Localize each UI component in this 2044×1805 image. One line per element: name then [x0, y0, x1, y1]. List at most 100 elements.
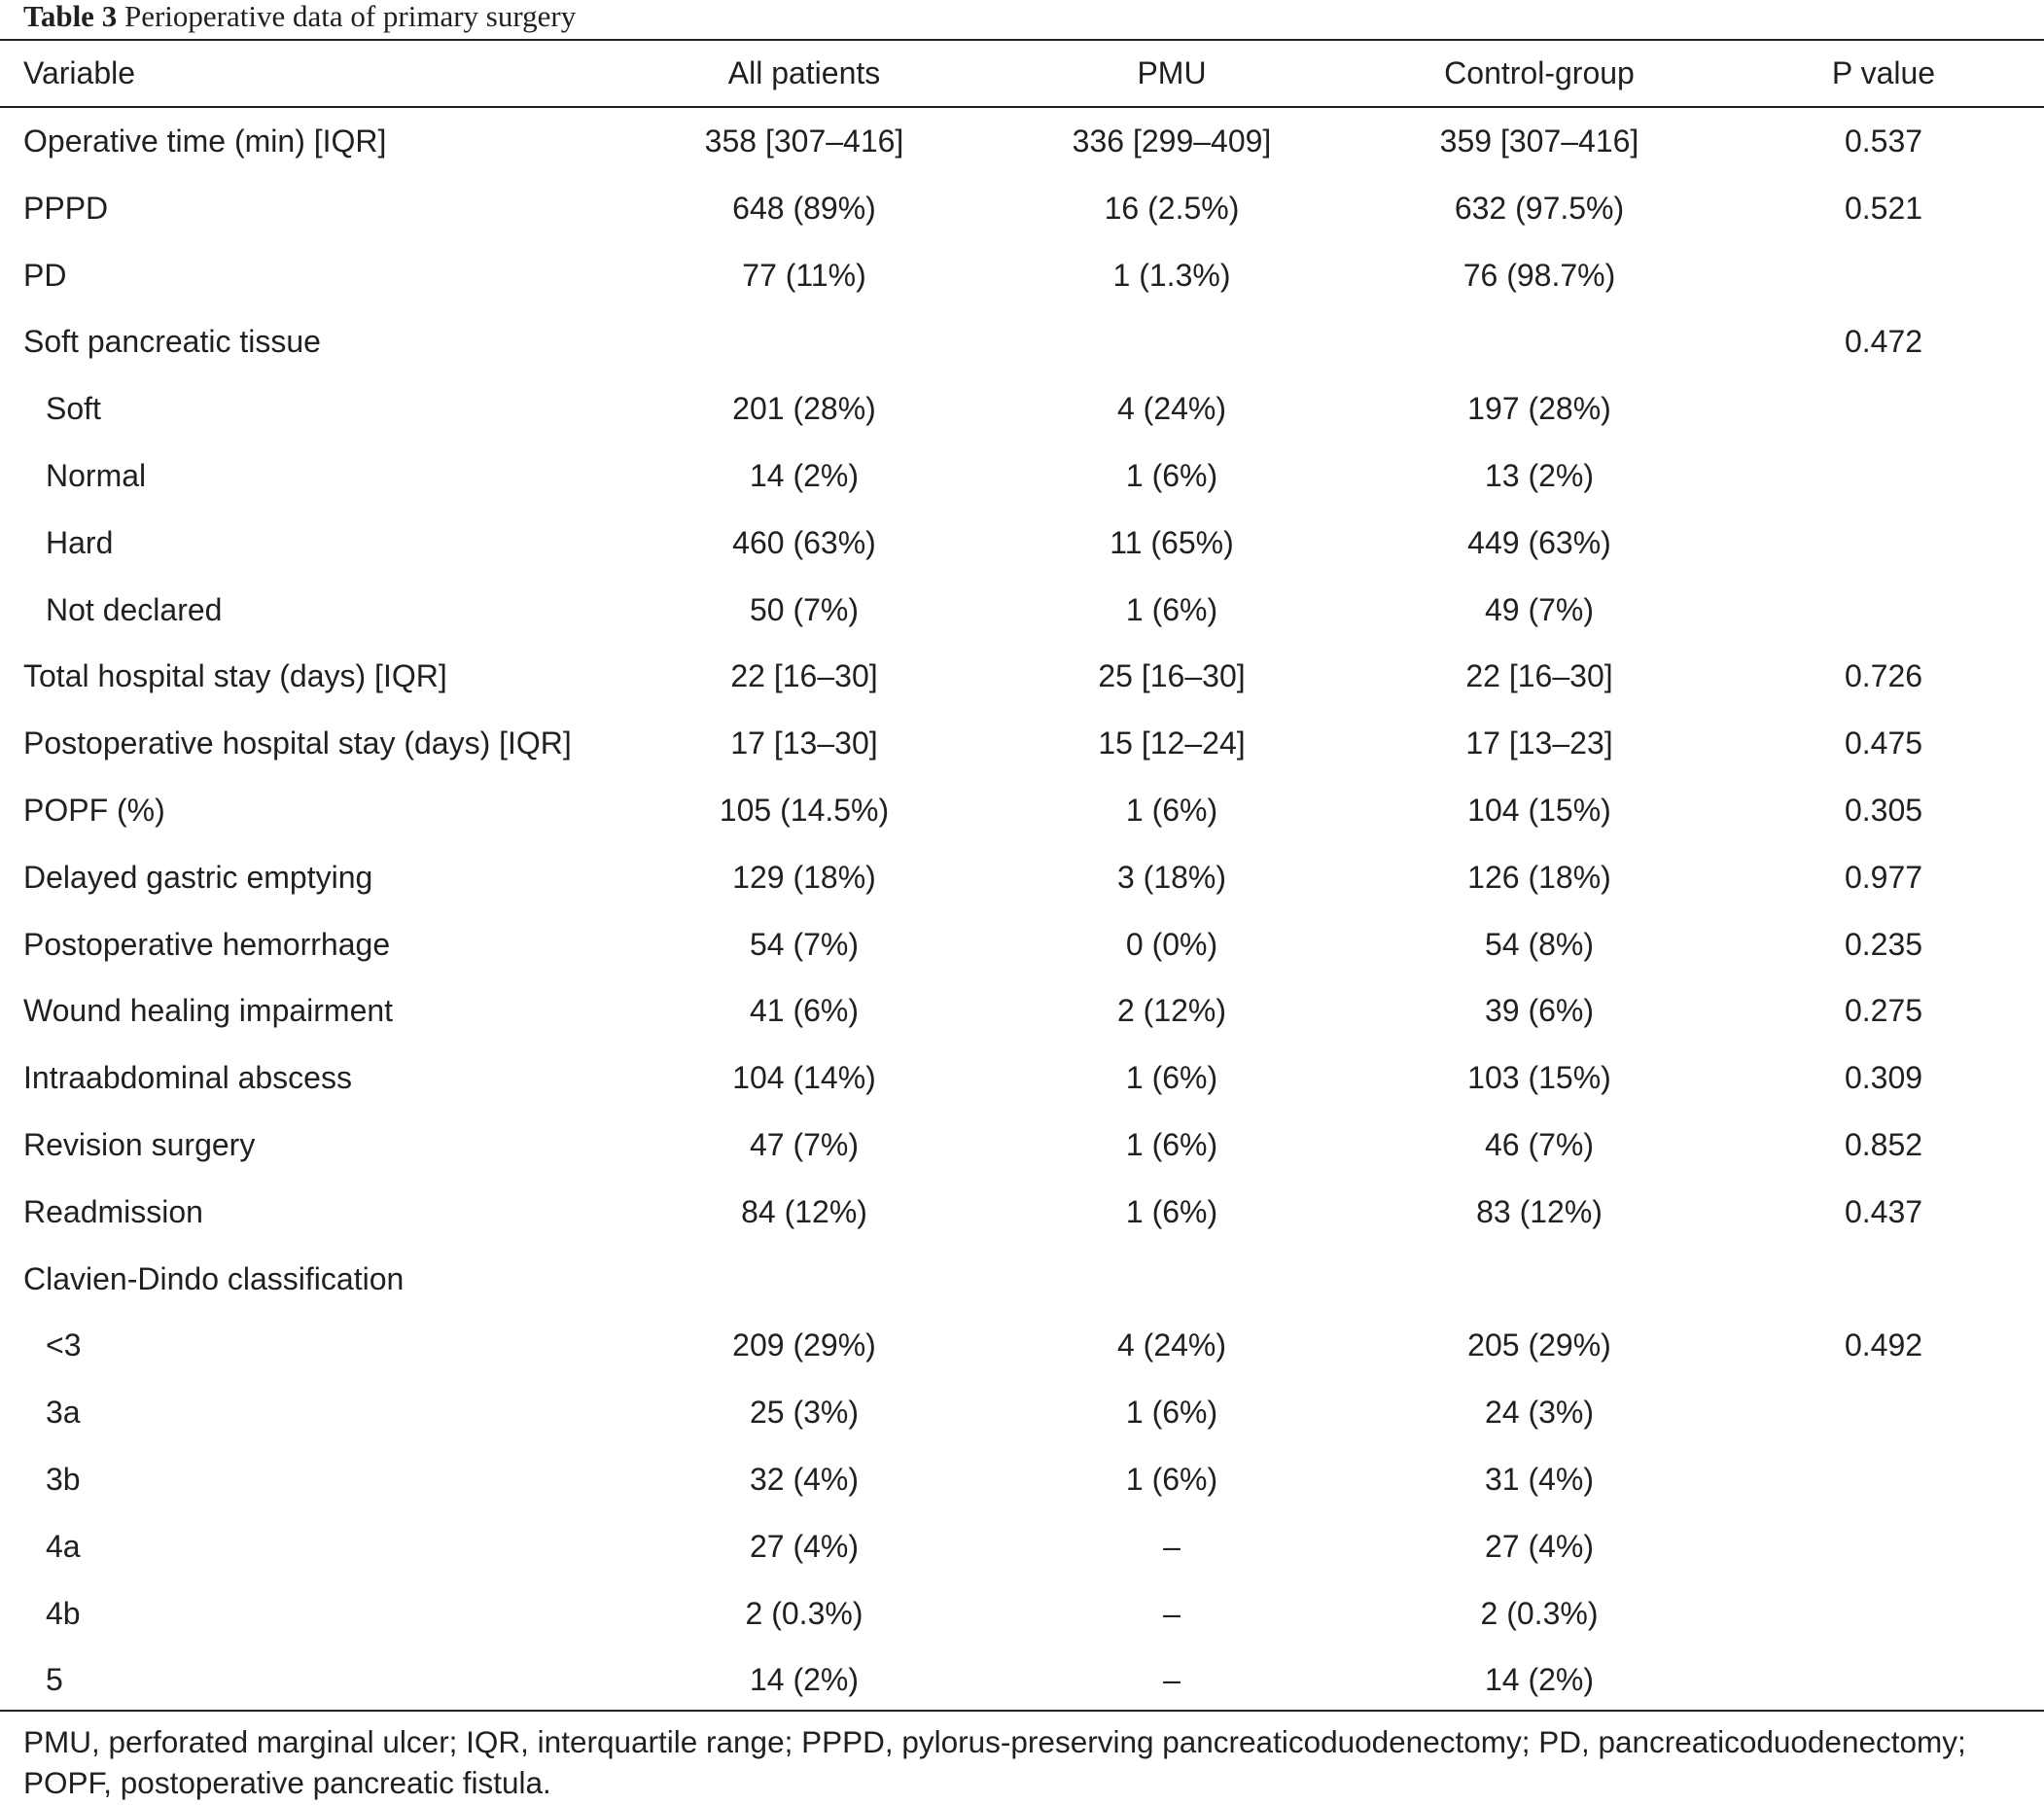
- pmu-value: 4 (24%): [1116, 1327, 1227, 1363]
- control-group-value: 104 (15%): [1467, 792, 1611, 828]
- row-label: Delayed gastric emptying: [23, 859, 373, 895]
- table-row: Delayed gastric emptying 129 (18%) 3 (18%)…: [0, 844, 2044, 911]
- pmu-value: –: [1163, 1595, 1181, 1631]
- all-patients-value: 54 (7%): [749, 926, 860, 962]
- row-label: Total hospital stay (days) [IQR]: [23, 658, 447, 694]
- row-label: Hard: [46, 524, 114, 560]
- control-group-value: 31 (4%): [1484, 1461, 1595, 1497]
- row-label: Operative time (min) [IQR]: [23, 124, 387, 159]
- control-group-value: 632 (97.5%): [1454, 190, 1625, 226]
- all-patients-value: 2 (0.3%): [745, 1595, 863, 1631]
- control-group-value: 27 (4%): [1484, 1528, 1595, 1564]
- row-label: Intraabdominal abscess: [23, 1060, 352, 1096]
- pmu-value: 1 (6%): [1125, 1461, 1218, 1497]
- data-table: Variable All patients PMU Control-group …: [0, 41, 2044, 1697]
- pmu-value: 0 (0%): [1125, 926, 1218, 962]
- p-value: 0.977: [1844, 859, 1923, 895]
- control-group-value: 46 (7%): [1484, 1126, 1595, 1162]
- all-patients-value: 17 [13–30]: [730, 726, 878, 761]
- control-group-value: 24 (3%): [1484, 1395, 1595, 1431]
- row-label: Revision surgery: [23, 1126, 256, 1162]
- p-value: 0.472: [1844, 324, 1923, 360]
- table-title: Perioperative data of primary surgery: [123, 0, 577, 33]
- control-group-value: 359 [307–416]: [1439, 124, 1639, 159]
- row-label: Readmission: [23, 1193, 203, 1229]
- control-group-value: 17 [13–23]: [1465, 726, 1613, 761]
- all-patients-value: 50 (7%): [749, 591, 860, 627]
- pmu-value: 15 [12–24]: [1098, 726, 1246, 761]
- table-row: Clavien-Dindo classification: [0, 1246, 2044, 1313]
- table-caption: Table 3 Perioperative data of primary su…: [23, 0, 576, 39]
- control-group-value: 39 (6%): [1484, 993, 1595, 1029]
- table-row: Readmission 84 (12%) 1 (6%) 83 (12%) 0.437: [0, 1179, 2044, 1246]
- all-patients-value: 209 (29%): [732, 1327, 876, 1363]
- table-body: Operative time (min) [IQR] 358 [307–416] 3…: [0, 108, 2044, 1714]
- p-value: 0.437: [1844, 1193, 1923, 1229]
- table-row: PPPD 648 (89%) 16 (2.5%) 632 (97.5%) 0.521: [0, 175, 2044, 242]
- control-group-value: 13 (2%): [1484, 457, 1595, 493]
- all-patients-value: 41 (6%): [749, 993, 860, 1029]
- column-header-pmu: PMU: [1137, 55, 1207, 90]
- table-row: Normal 14 (2%) 1 (6%) 13 (2%): [0, 442, 2044, 510]
- table-row: <3 209 (29%) 4 (24%) 205 (29%) 0.492: [0, 1312, 2044, 1379]
- pmu-value: 1 (6%): [1125, 591, 1218, 627]
- p-value: 0.309: [1844, 1060, 1923, 1096]
- p-value: 0.305: [1844, 792, 1923, 828]
- control-group-value: 54 (8%): [1484, 926, 1595, 962]
- row-label: 4b: [46, 1595, 81, 1631]
- row-label: Soft pancreatic tissue: [23, 324, 321, 360]
- p-value: 0.492: [1844, 1327, 1923, 1363]
- all-patients-value: 47 (7%): [749, 1126, 860, 1162]
- row-label: <3: [46, 1327, 82, 1363]
- pmu-value: 11 (65%): [1110, 524, 1234, 560]
- row-label: Normal: [46, 457, 147, 493]
- control-group-value: 449 (63%): [1467, 524, 1611, 560]
- row-label: 5: [46, 1662, 63, 1698]
- row-label: PD: [23, 257, 67, 293]
- bottom-rule: [0, 1710, 2044, 1712]
- table-row: Soft 201 (28%) 4 (24%) 197 (28%): [0, 375, 2044, 442]
- row-label: Not declared: [46, 591, 223, 627]
- table-row: Total hospital stay (days) [IQR] 22 [16–3…: [0, 643, 2044, 710]
- p-value: 0.235: [1844, 926, 1923, 962]
- control-group-value: 103 (15%): [1467, 1060, 1611, 1096]
- pmu-value: 1 (6%): [1125, 457, 1218, 493]
- control-group-value: 126 (18%): [1467, 859, 1611, 895]
- pmu-value: 1 (6%): [1125, 1126, 1218, 1162]
- control-group-value: 22 [16–30]: [1465, 658, 1613, 694]
- table-row: 3a 25 (3%) 1 (6%) 24 (3%): [0, 1379, 2044, 1446]
- row-label: PPPD: [23, 190, 109, 226]
- all-patients-value: 77 (11%): [742, 257, 866, 293]
- p-value: 0.726: [1844, 658, 1923, 694]
- pmu-value: 16 (2.5%): [1104, 190, 1240, 226]
- column-header-variable: Variable: [23, 55, 136, 90]
- column-header-p-value: P value: [1831, 55, 1936, 90]
- control-group-value: 76 (98.7%): [1463, 257, 1616, 293]
- pmu-value: 1 (6%): [1125, 1193, 1218, 1229]
- row-label: Wound healing impairment: [23, 993, 394, 1029]
- all-patients-value: 201 (28%): [732, 391, 876, 427]
- all-patients-value: 14 (2%): [749, 1662, 860, 1698]
- table-row: Intraabdominal abscess 104 (14%) 1 (6%) 103…: [0, 1044, 2044, 1112]
- pmu-value: 25 [16–30]: [1098, 658, 1246, 694]
- all-patients-value: 105 (14.5%): [719, 792, 890, 828]
- row-label: POPF (%): [23, 792, 165, 828]
- pmu-value: 3 (18%): [1116, 859, 1227, 895]
- row-label: Postoperative hospital stay (days) [IQR]: [23, 726, 572, 761]
- table-row: 4a 27 (4%) – 27 (4%): [0, 1513, 2044, 1580]
- pmu-value: –: [1163, 1662, 1181, 1698]
- p-value: 0.852: [1844, 1126, 1923, 1162]
- table-footnote: PMU, perforated marginal ulcer; IQR, int…: [23, 1724, 1966, 1800]
- control-group-value: 2 (0.3%): [1480, 1595, 1599, 1631]
- pmu-value: 4 (24%): [1116, 391, 1227, 427]
- table-row: Postoperative hemorrhage 54 (7%) 0 (0%) 54 …: [0, 911, 2044, 978]
- table-row: Operative time (min) [IQR] 358 [307–416] 3…: [0, 108, 2044, 175]
- all-patients-value: 14 (2%): [749, 457, 860, 493]
- control-group-value: 14 (2%): [1484, 1662, 1595, 1698]
- row-label: 3b: [46, 1461, 81, 1497]
- row-label: 3a: [46, 1395, 81, 1431]
- pmu-value: 336 [299–409]: [1072, 124, 1272, 159]
- p-value: 0.537: [1844, 124, 1923, 159]
- header-rule: [0, 106, 2044, 108]
- control-group-value: 197 (28%): [1467, 391, 1611, 427]
